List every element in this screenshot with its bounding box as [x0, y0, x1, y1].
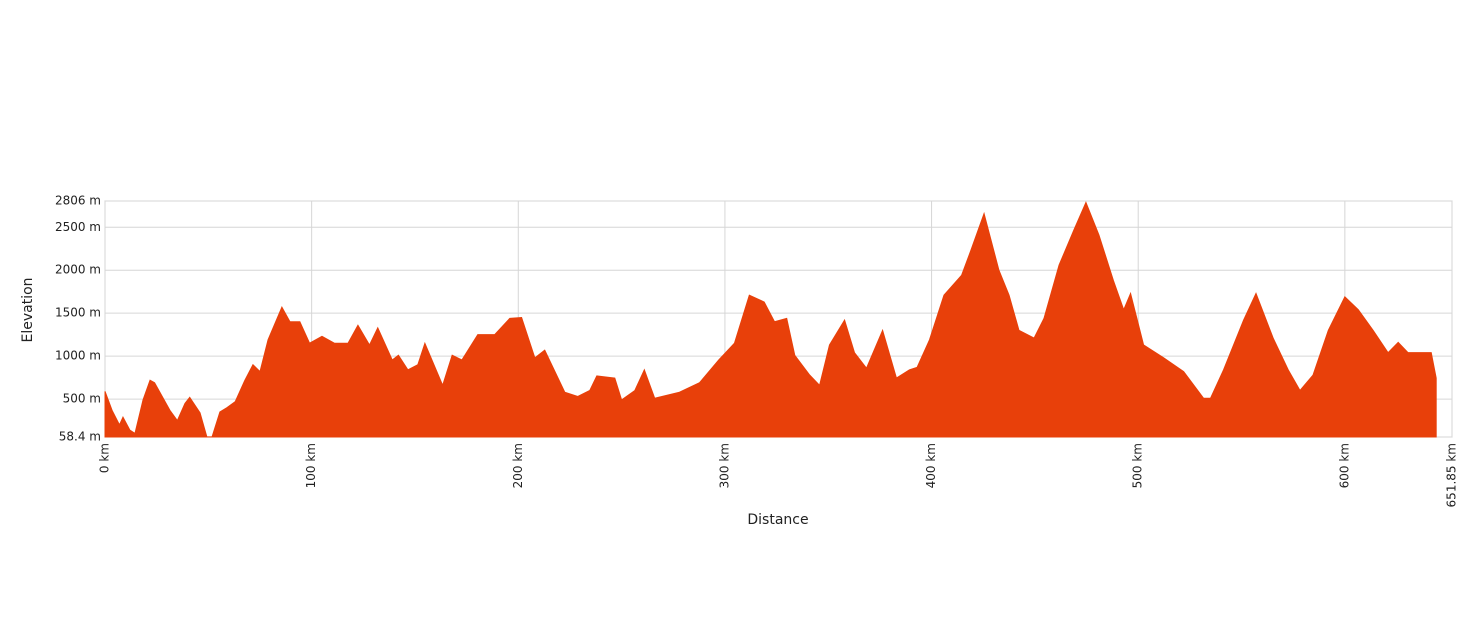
y-tick-label: 2806 m — [55, 194, 101, 208]
y-tick-label: 58.4 m — [59, 430, 101, 444]
x-tick-label: 400 km — [924, 443, 938, 488]
x-tick-label: 500 km — [1131, 443, 1145, 488]
x-tick-label: 651.85 km — [1445, 443, 1459, 507]
x-tick-label: 200 km — [511, 443, 525, 488]
x-tick-label: 600 km — [1337, 443, 1351, 488]
y-axis-title: Elevation — [20, 277, 36, 342]
x-tick-label: 300 km — [717, 443, 731, 488]
x-tick-label: 100 km — [304, 443, 318, 488]
x-axis-title: Distance — [747, 512, 808, 528]
y-tick-label: 2500 m — [55, 220, 101, 234]
x-tick-label: 0 km — [98, 443, 112, 473]
y-tick-label: 2000 m — [55, 263, 101, 277]
y-tick-label: 1000 m — [55, 349, 101, 363]
y-tick-label: 1500 m — [55, 306, 101, 320]
y-tick-label: 500 m — [63, 392, 101, 406]
elevation-area — [104, 201, 1437, 438]
